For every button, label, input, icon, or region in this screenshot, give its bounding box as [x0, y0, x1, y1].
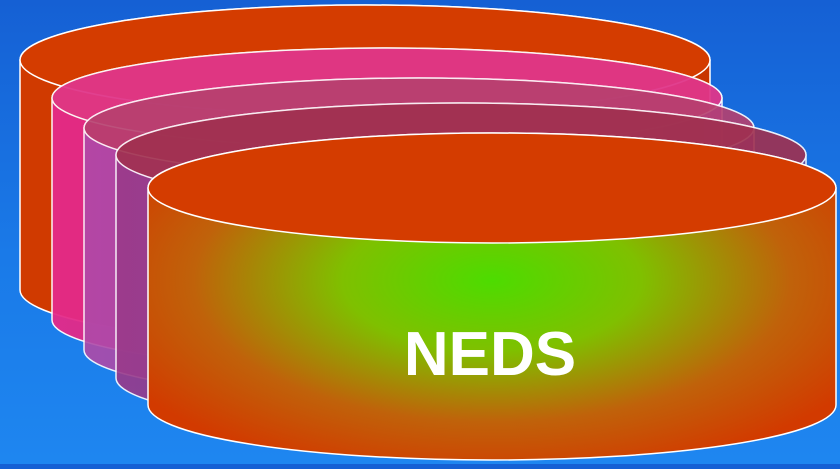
cylinder-front: NEDS	[147, 132, 837, 461]
neds-label: NEDS	[404, 320, 576, 389]
